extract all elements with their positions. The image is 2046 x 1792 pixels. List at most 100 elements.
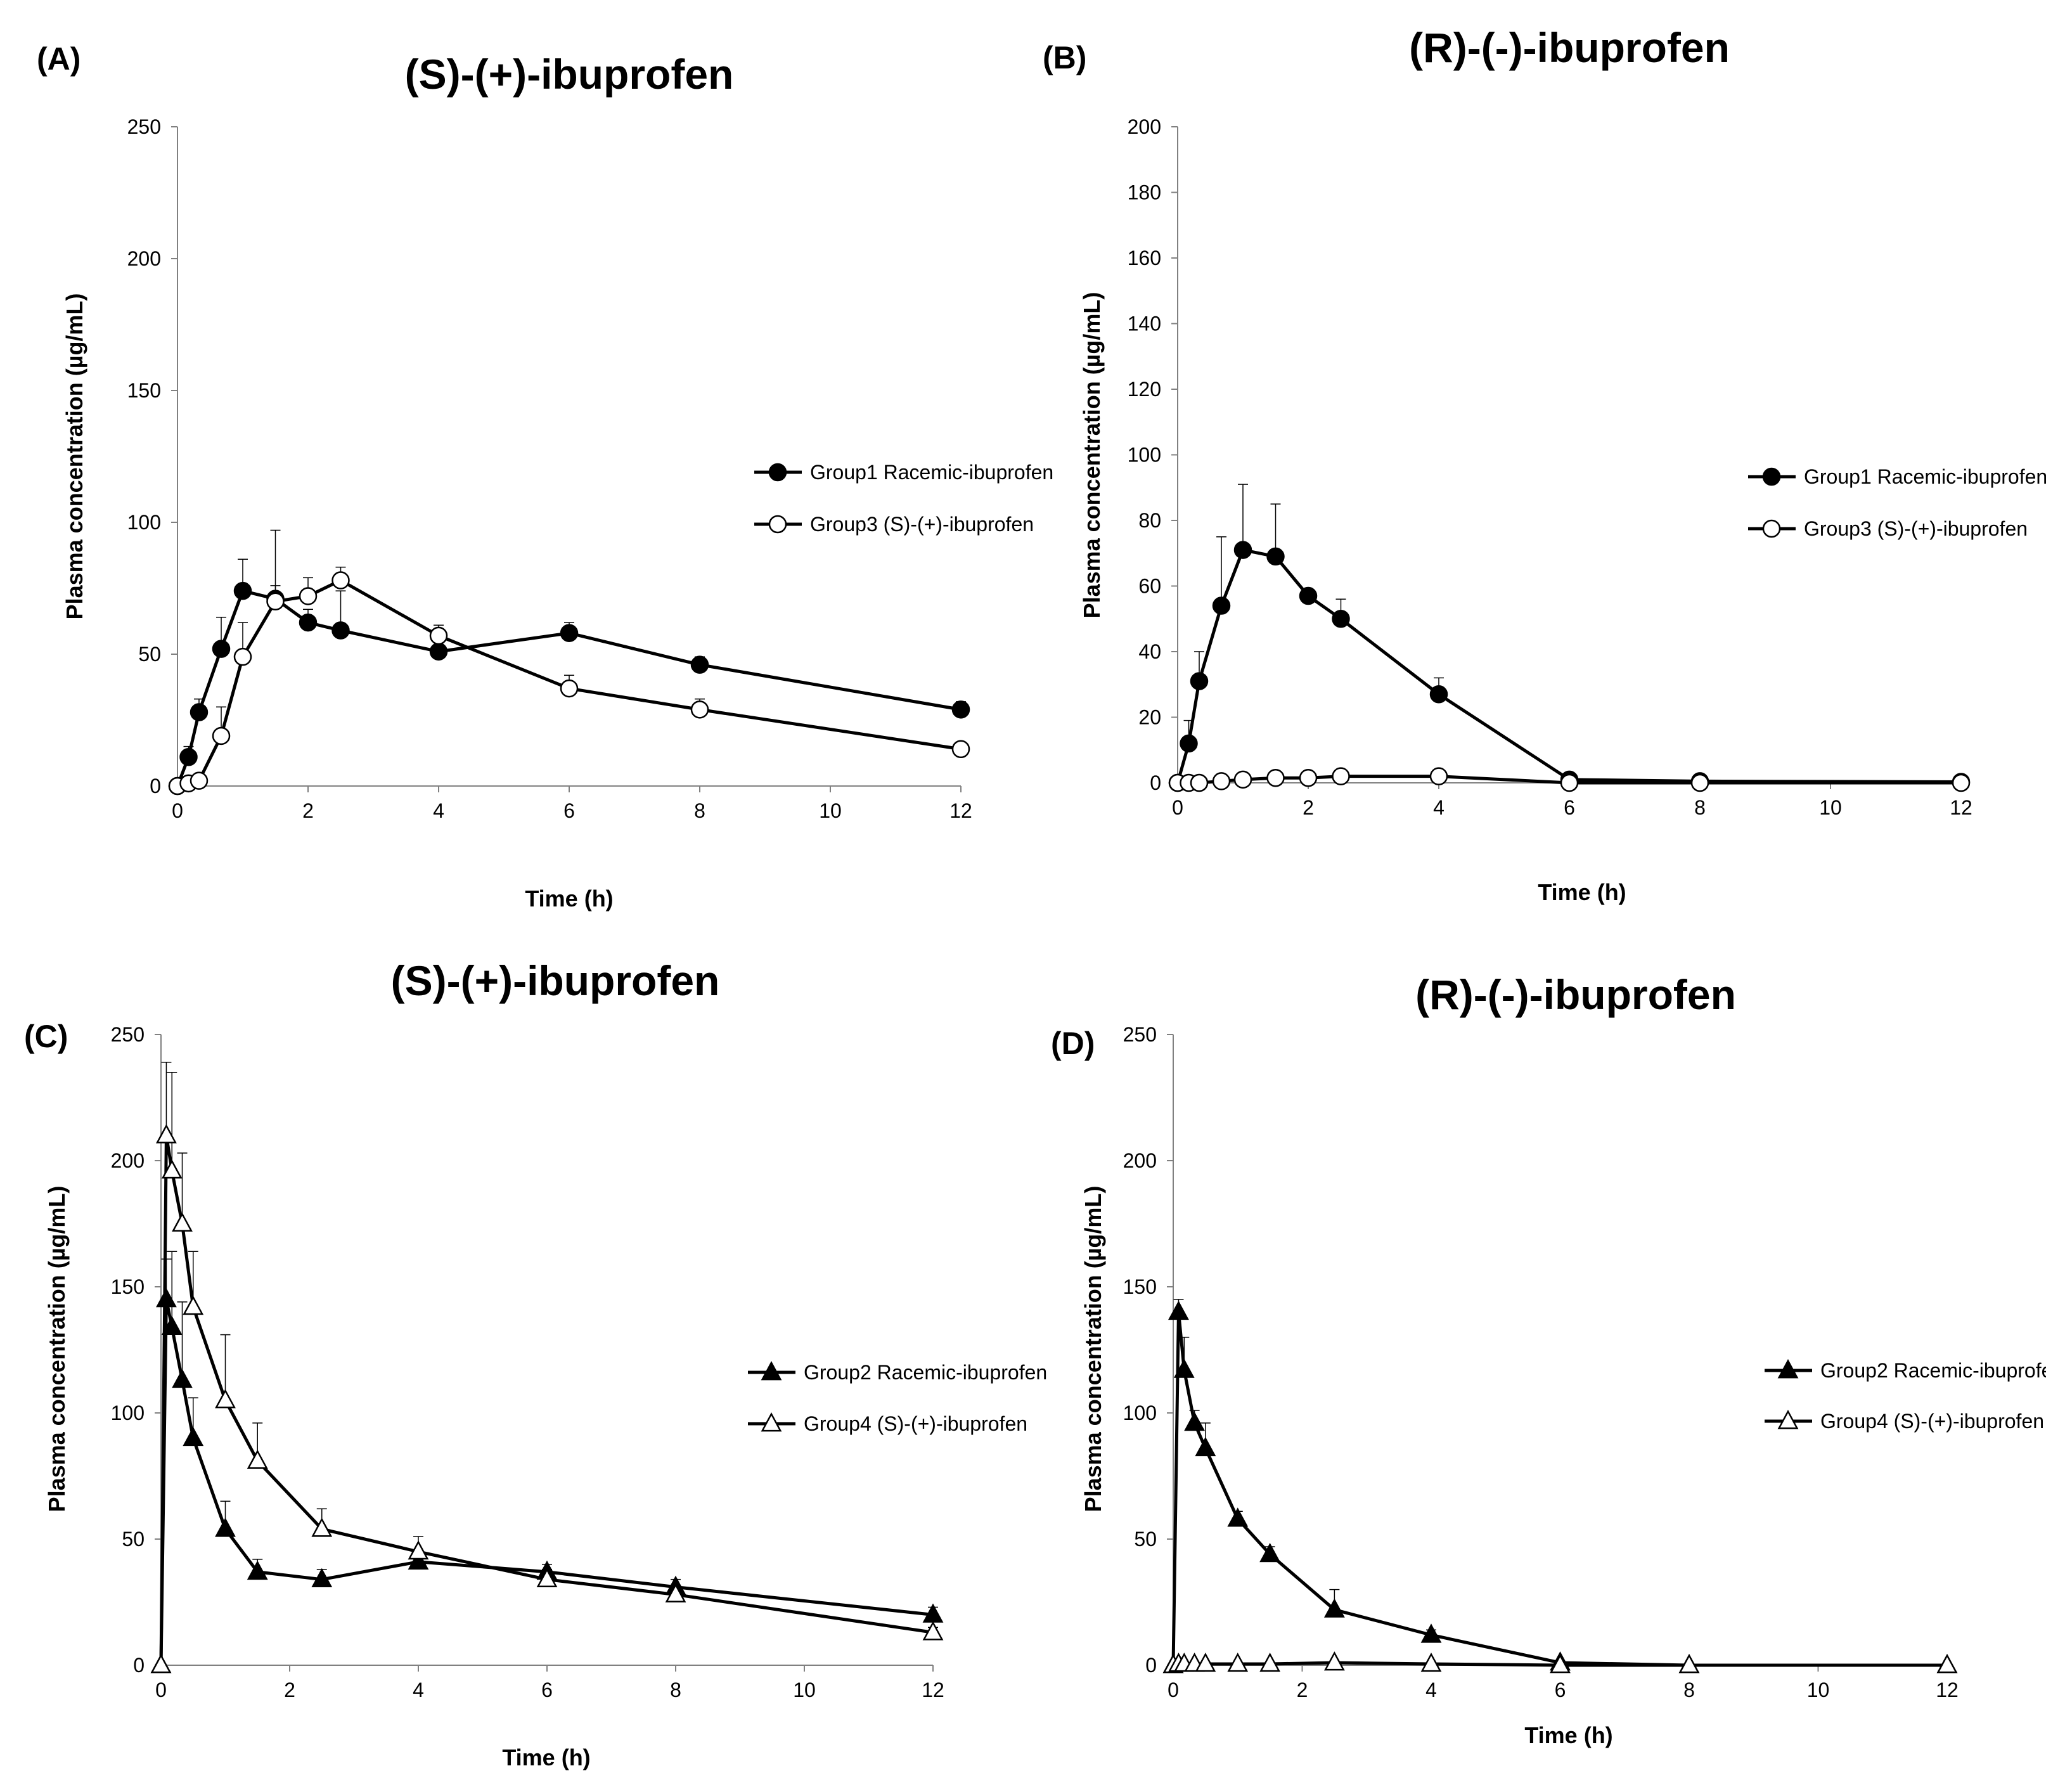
data-point [215,1518,236,1537]
legend-label: Group3 (S)-(+)-ibuprofen [810,513,1034,536]
data-point [183,1426,204,1447]
y-tick-label: 150 [111,1275,145,1298]
y-tick-label: 100 [1128,444,1161,467]
chart-title: (S)-(+)-ibuprofen [405,51,734,98]
legend-label: Group3 (S)-(+)-ibuprofen [1804,517,2028,540]
x-tick-label: 10 [793,1679,816,1701]
data-point [150,1654,172,1673]
data-point [408,1550,429,1570]
data-point [266,592,285,611]
y-tick-label: 120 [1128,378,1161,401]
legend-label: Group2 Racemic-ibuprofen [1820,1359,2046,1382]
data-point [1212,596,1231,615]
y-axis-title: Plasma concentration (µg/mL) [1079,292,1105,619]
y-tick-label: 0 [150,775,161,797]
y-tick-label: 60 [1138,575,1161,598]
data-point [331,571,350,590]
data-point [183,1295,204,1315]
data-series [1162,1299,1958,1673]
y-axis-title: Plasma concentration (µg/mL) [44,1186,70,1512]
data-point [1259,1542,1281,1563]
legend-marker [1777,1359,1799,1379]
panel-label: (B) [1043,40,1086,75]
legend-marker [1762,467,1781,486]
y-tick-label: 40 [1138,640,1161,663]
data-point [1332,610,1350,628]
data-point [1299,586,1318,605]
data-point [690,655,709,674]
panel-label: (C) [24,1019,68,1054]
legend-entry: Group4 (S)-(+)-ibuprofen [748,1412,1027,1435]
x-tick-label: 2 [284,1679,295,1701]
y-tick-label: 160 [1128,247,1161,269]
data-series [1162,1651,1958,1673]
data-point [408,1540,429,1560]
y-tick-label: 100 [111,1402,145,1424]
x-tick-label: 0 [1168,1679,1179,1701]
y-tick-label: 0 [1145,1654,1157,1677]
panel-label: (D) [1051,1026,1095,1061]
y-tick-label: 250 [127,115,161,138]
data-point [1259,1653,1281,1672]
panel-label: (A) [37,41,80,77]
legend-label: Group4 (S)-(+)-ibuprofen [1820,1410,2044,1433]
data-point [922,1621,944,1641]
data-point [690,700,709,719]
data-point [1227,1653,1249,1672]
y-tick-label: 20 [1138,706,1161,729]
data-point [1429,767,1448,785]
data-point [1195,1436,1216,1457]
data-point [1332,767,1350,785]
data-point [299,613,318,632]
data-point [172,1369,193,1388]
legend-marker [768,463,787,482]
y-tick-label: 50 [122,1528,145,1550]
x-tick-label: 4 [433,799,444,822]
x-axis-title: Time (h) [525,886,613,912]
data-point [233,581,252,600]
x-tick-label: 4 [1425,1679,1437,1701]
chart-title: (R)-(-)-ibuprofen [1415,971,1736,1018]
x-tick-label: 12 [922,1679,944,1701]
data-series [168,529,970,796]
y-tick-label: 80 [1138,509,1161,532]
y-tick-label: 0 [1150,771,1161,794]
data-point [233,647,252,666]
y-tick-label: 200 [1123,1149,1157,1172]
data-point [190,771,209,790]
x-axis-title: Time (h) [1524,1722,1612,1748]
data-point [1190,672,1209,690]
data-point [1678,1654,1700,1673]
x-tick-label: 6 [1555,1679,1566,1701]
x-tick-label: 6 [563,799,575,822]
data-point [215,1389,236,1408]
x-tick-label: 6 [1564,796,1575,819]
legend-marker [761,1412,782,1432]
x-tick-label: 4 [413,1679,424,1701]
legend-entry: Group1 Racemic-ibuprofen [1748,465,2046,488]
data-point [1429,685,1448,704]
data-point [161,1315,183,1336]
y-tick-label: 0 [133,1654,145,1677]
data-point [1168,1300,1189,1320]
data-point [1190,773,1209,792]
x-tick-label: 8 [1683,1679,1695,1701]
data-point [212,640,231,658]
data-series [150,1251,944,1673]
x-tick-label: 8 [694,799,705,822]
data-point [536,1568,558,1588]
legend-entry: Group3 (S)-(+)-ibuprofen [1748,517,2028,540]
legend-label: Group1 Racemic-ibuprofen [810,461,1053,484]
y-axis-title: Plasma concentration (µg/mL) [61,293,87,620]
legend-marker [1777,1410,1799,1429]
y-tick-label: 100 [1123,1402,1157,1424]
legend-entry: Group1 Racemic-ibuprofen [754,461,1053,484]
data-series [1168,767,1971,792]
legend-marker [761,1361,782,1381]
x-tick-label: 10 [819,799,842,822]
x-tick-label: 12 [1936,1679,1959,1701]
x-tick-label: 2 [1303,796,1314,819]
chart-panel: (A) (S)-(+)-ibuprofen 0 2 4 6 8 10 12 0 50 100 150 20… [37,41,1053,912]
series-line [1171,1310,1947,1667]
